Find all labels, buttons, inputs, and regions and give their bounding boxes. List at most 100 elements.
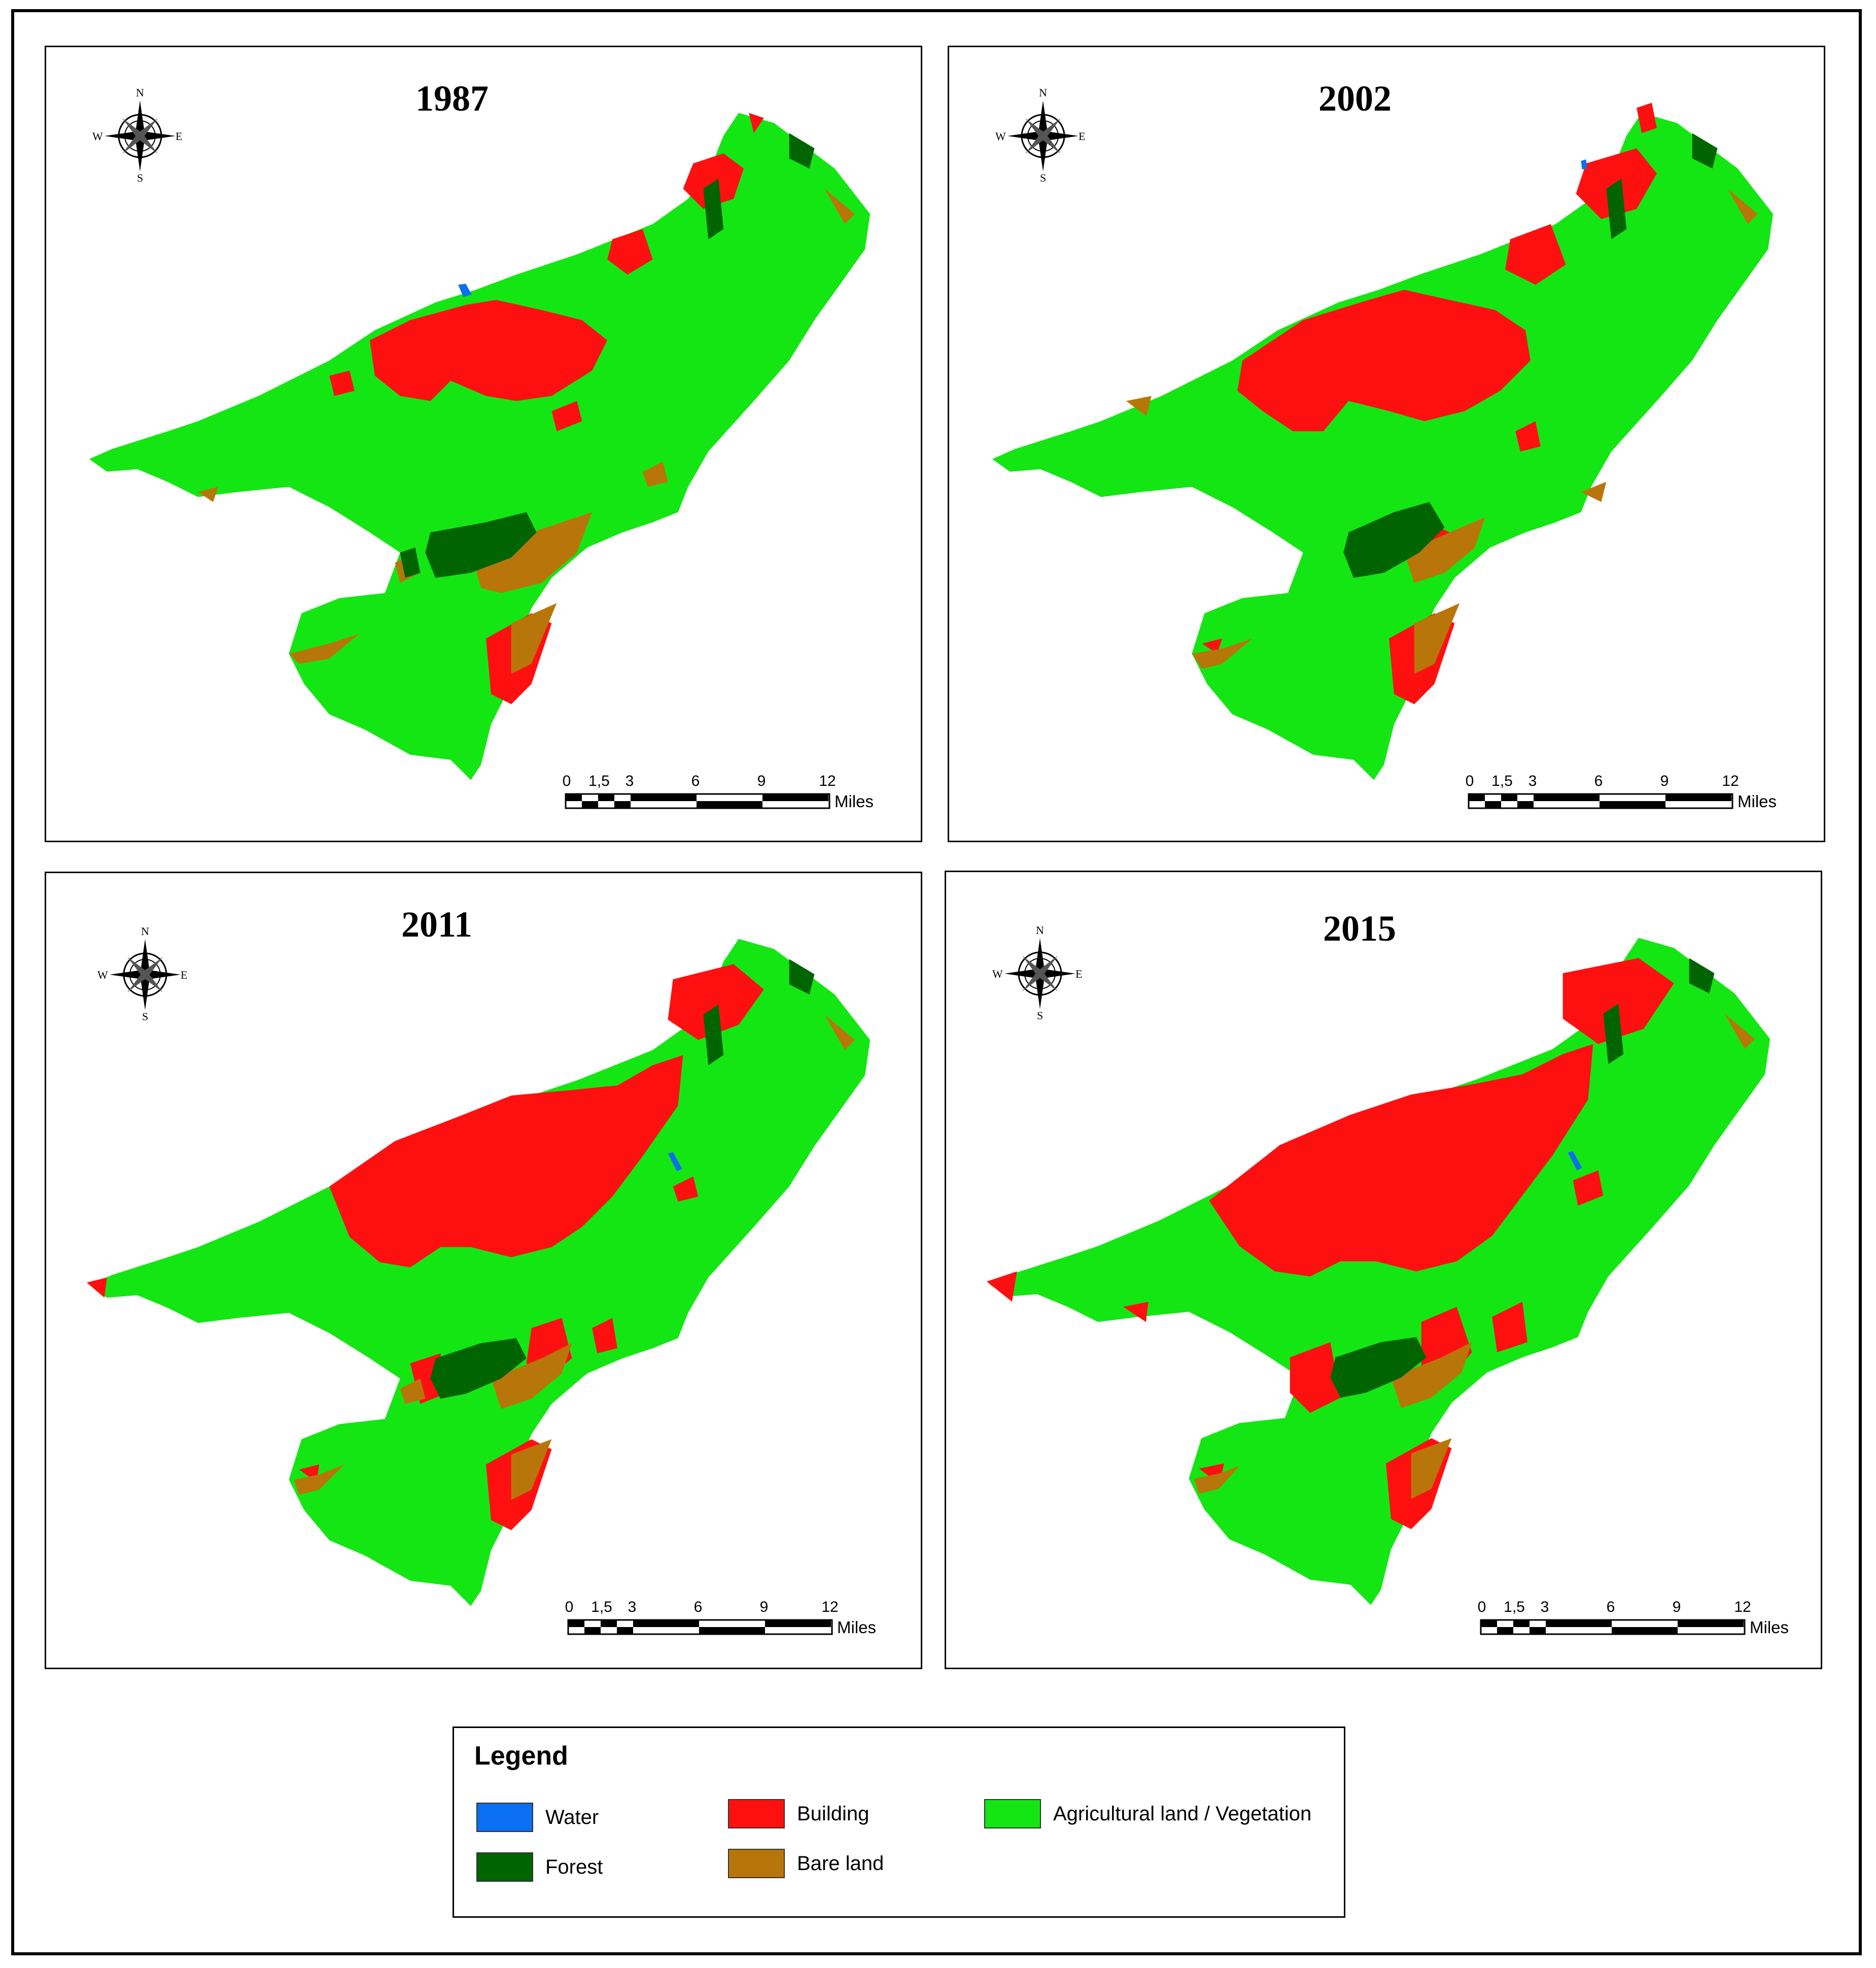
map-panel-1987: 1987 N S E W 0 1,5 3 6 9 12 M	[45, 46, 922, 842]
scale-tick-label: 12	[1722, 773, 1739, 789]
region-water	[1568, 1151, 1582, 1170]
legend-swatch-water	[476, 1803, 533, 1832]
region-agricultural-land	[89, 939, 871, 1606]
region-agricultural-land	[89, 113, 871, 780]
compass-west-label: W	[995, 130, 1006, 143]
scale-tick-label: 12	[821, 1599, 839, 1615]
compass-east-label: E	[176, 130, 183, 143]
compass-east-label: E	[1075, 968, 1083, 980]
compass-east-label: E	[1079, 130, 1086, 143]
compass-west-label: W	[92, 130, 103, 143]
compass-west-label: W	[992, 968, 1003, 980]
scale-bar: 0 1,5 3 6 9 12 Miles	[565, 1599, 911, 1644]
legend-swatch-bare-land	[728, 1849, 785, 1878]
compass-north-label: N	[1039, 86, 1047, 99]
scale-tick-label: 3	[625, 773, 634, 789]
legend-item-agricultural-land: Agricultural land / Vegetation	[984, 1799, 1311, 1828]
land-cover-map-2011	[86, 939, 871, 1606]
compass-west-label: W	[97, 969, 108, 981]
north-arrow-compass: N S E W	[995, 86, 1089, 184]
scale-tick-label: 3	[1528, 773, 1537, 789]
scale-unit-label: Miles	[837, 1618, 877, 1637]
scale-unit-label: Miles	[1750, 1618, 1789, 1637]
scale-bar: 0 1,5 3 6 9 12 Miles	[1465, 773, 1812, 818]
scale-tick-label: 0	[562, 773, 571, 789]
compass-north-label: N	[136, 86, 144, 99]
scale-tick-label: 1,5	[591, 1599, 612, 1615]
region-bare-land	[294, 1014, 855, 1500]
scale-tick-label: 6	[1594, 773, 1603, 789]
legend-item-water: Water	[476, 1803, 599, 1832]
legend-swatch-building	[728, 1799, 785, 1828]
scale-tick-label: 1,5	[588, 773, 610, 789]
region-water	[1581, 159, 1587, 170]
region-bare-land	[1194, 1013, 1755, 1499]
scale-bar-graphic	[565, 793, 830, 809]
map-year-title: 2002	[1318, 78, 1392, 119]
land-cover-map-1987	[89, 113, 871, 780]
region-building	[329, 113, 764, 705]
map-legend: Legend Water Forest Building Bare land A…	[453, 1727, 1345, 1918]
north-arrow-compass: N S E W	[97, 925, 191, 1023]
scale-tick-label: 9	[1672, 1599, 1681, 1615]
compass-east-label: E	[181, 969, 188, 981]
scale-bar-graphic	[1468, 793, 1733, 809]
figure-frame	[11, 9, 1862, 1955]
scale-tick-label: 6	[691, 773, 700, 789]
legend-swatch-forest	[476, 1852, 533, 1882]
region-water	[458, 284, 472, 297]
scale-tick-label: 1,5	[1504, 1599, 1525, 1615]
scale-tick-label: 0	[565, 1599, 574, 1615]
compass-north-label: N	[1036, 924, 1044, 937]
scale-tick-label: 12	[819, 773, 836, 789]
region-bare-land	[1126, 188, 1758, 674]
scale-tick-label: 6	[693, 1599, 703, 1615]
map-panel-2002: 2002 N S E W 0 1,5 3 6 9 12 M	[948, 46, 1825, 842]
legend-label-water: Water	[545, 1806, 599, 1828]
north-arrow-compass: N S E W	[992, 924, 1086, 1022]
scale-tick-label: 3	[628, 1599, 637, 1615]
map-panel-2015: 2015 N S E W 0 1,5 3 6 9 12 M	[945, 871, 1822, 1669]
legend-item-building: Building	[728, 1799, 869, 1828]
land-cover-map-2002	[992, 102, 1774, 780]
compass-south-label: S	[1040, 171, 1047, 184]
region-water	[668, 1152, 682, 1171]
region-building	[986, 958, 1674, 1530]
map-year-title: 2015	[1323, 908, 1396, 949]
scale-tick-label: 12	[1734, 1599, 1751, 1615]
scale-bar: 0 1,5 3 6 9 12 Miles	[562, 773, 909, 818]
legend-label-forest: Forest	[545, 1855, 603, 1878]
scale-tick-label: 9	[757, 773, 766, 789]
compass-rose-icon	[105, 100, 176, 171]
scale-tick-label: 0	[1477, 1599, 1486, 1615]
scale-tick-label: 9	[759, 1599, 769, 1615]
scale-bar: 0 1,5 3 6 9 12 Miles	[1477, 1599, 1824, 1644]
land-cover-map-2015	[986, 938, 1770, 1605]
legend-label-building: Building	[797, 1802, 870, 1825]
scale-tick-label: 0	[1465, 773, 1474, 789]
region-agricultural-land	[989, 938, 1770, 1605]
compass-rose-icon	[1008, 100, 1079, 171]
legend-item-forest: Forest	[476, 1852, 603, 1882]
map-panel-2011: 2011 N S E W 0 1,5 3 6 9 12 M	[45, 872, 922, 1669]
map-year-title: 1987	[415, 78, 489, 119]
north-arrow-compass: N S E W	[92, 86, 186, 184]
scale-unit-label: Miles	[835, 792, 874, 811]
compass-south-label: S	[142, 1010, 149, 1023]
compass-south-label: S	[137, 171, 144, 184]
region-forest	[1330, 958, 1715, 1398]
compass-south-label: S	[1037, 1009, 1044, 1022]
scale-tick-label: 1,5	[1491, 773, 1513, 789]
legend-label-bare-land: Bare land	[797, 1852, 884, 1875]
region-forest	[400, 133, 815, 578]
legend-item-bare-land: Bare land	[728, 1849, 884, 1878]
scale-unit-label: Miles	[1738, 792, 1777, 811]
region-agricultural-land	[992, 113, 1774, 780]
legend-swatch-agricultural-land	[984, 1799, 1041, 1828]
region-forest	[1343, 133, 1718, 578]
region-forest	[430, 959, 815, 1399]
scale-bar-graphic	[567, 1619, 833, 1635]
map-year-title: 2011	[401, 904, 473, 945]
scale-tick-label: 9	[1660, 773, 1669, 789]
compass-north-label: N	[141, 925, 149, 938]
